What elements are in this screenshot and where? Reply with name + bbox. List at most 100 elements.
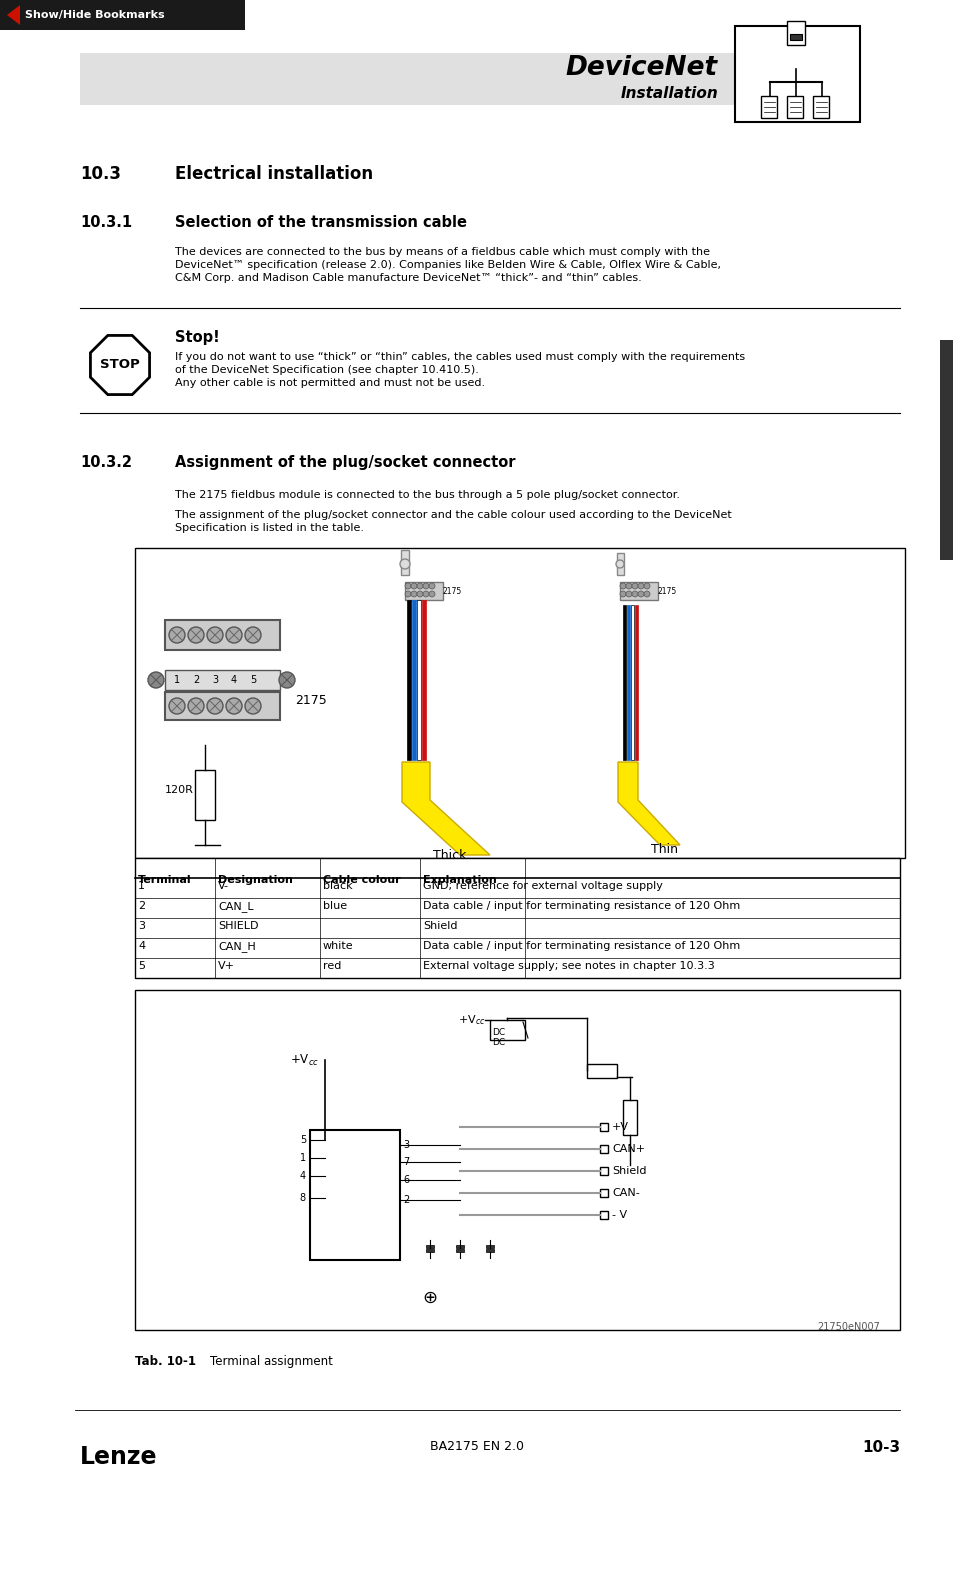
Text: 4: 4: [138, 942, 145, 951]
Bar: [135, 549, 904, 858]
Bar: [789, 35, 801, 39]
Bar: [599, 1122, 607, 1130]
Circle shape: [188, 627, 204, 643]
Bar: [407, 601, 411, 759]
Circle shape: [429, 591, 435, 597]
Text: DC: DC: [492, 1038, 504, 1047]
Bar: [622, 605, 625, 759]
Text: 1: 1: [299, 1152, 306, 1163]
Bar: [734, 27, 859, 123]
Text: 6: 6: [402, 1174, 409, 1185]
Text: 3: 3: [402, 1140, 409, 1151]
Bar: [622, 1100, 637, 1135]
Bar: [599, 1144, 607, 1152]
Text: 5: 5: [299, 1135, 306, 1144]
Text: 2175: 2175: [658, 588, 677, 596]
Text: blue: blue: [323, 901, 347, 912]
Text: +V$_{cc}$: +V$_{cc}$: [457, 1012, 484, 1027]
Bar: [416, 601, 420, 759]
Circle shape: [148, 671, 164, 689]
Circle shape: [638, 591, 643, 597]
Text: 2: 2: [138, 901, 145, 912]
Circle shape: [399, 560, 410, 569]
Text: CAN_L: CAN_L: [218, 901, 253, 912]
Bar: [165, 619, 280, 649]
Text: Data cable / input for terminating resistance of 120 Ohm: Data cable / input for terminating resis…: [422, 942, 740, 951]
Text: Lenze: Lenze: [80, 1445, 157, 1468]
Text: red: red: [323, 960, 341, 971]
Text: Shield: Shield: [612, 1166, 646, 1176]
Bar: [586, 1064, 617, 1078]
Text: 5: 5: [250, 674, 255, 685]
Bar: [0, 0, 245, 30]
Text: ⊕: ⊕: [422, 1289, 437, 1306]
Bar: [939, 340, 953, 560]
Text: 21750eN007: 21750eN007: [817, 1322, 879, 1331]
Circle shape: [631, 591, 638, 597]
Text: Data cable / input for terminating resistance of 120 Ohm: Data cable / input for terminating resis…: [422, 901, 740, 912]
Circle shape: [188, 698, 204, 714]
Polygon shape: [618, 762, 679, 846]
Text: 2175: 2175: [294, 693, 327, 706]
Text: SHIELD: SHIELD: [218, 921, 258, 931]
Circle shape: [207, 698, 223, 714]
Bar: [135, 858, 899, 978]
Bar: [426, 1245, 434, 1248]
Text: 4: 4: [299, 1171, 306, 1181]
Circle shape: [643, 591, 649, 597]
Text: 10-3: 10-3: [861, 1440, 899, 1456]
Circle shape: [278, 671, 294, 689]
Circle shape: [405, 583, 411, 590]
Text: +V$_{cc}$: +V$_{cc}$: [290, 1052, 318, 1067]
Bar: [165, 670, 280, 690]
Text: Electrical installation: Electrical installation: [174, 165, 373, 182]
Text: BA2175 EN 2.0: BA2175 EN 2.0: [430, 1440, 523, 1453]
Text: The devices are connected to the bus by means of a fieldbus cable which must com: The devices are connected to the bus by …: [174, 247, 720, 283]
Circle shape: [625, 583, 631, 590]
Text: The assignment of the plug/socket connector and the cable colour used according : The assignment of the plug/socket connec…: [174, 509, 731, 533]
Text: V-: V-: [218, 880, 229, 891]
Text: 7: 7: [402, 1157, 409, 1166]
Bar: [421, 601, 426, 759]
Text: STOP: STOP: [100, 358, 140, 371]
Bar: [635, 605, 638, 759]
Bar: [456, 1245, 463, 1248]
Text: CAN_H: CAN_H: [218, 942, 255, 953]
Bar: [599, 1166, 607, 1174]
Text: 1: 1: [173, 674, 180, 685]
Polygon shape: [91, 335, 150, 395]
Bar: [485, 1245, 494, 1248]
Text: 10.3: 10.3: [80, 165, 121, 182]
Circle shape: [616, 560, 623, 567]
Text: +V: +V: [612, 1122, 628, 1132]
Polygon shape: [7, 5, 20, 25]
Text: Designation: Designation: [218, 876, 293, 885]
Text: black: black: [323, 880, 353, 891]
Text: Shield: Shield: [422, 921, 457, 931]
Circle shape: [226, 627, 242, 643]
Bar: [456, 1250, 463, 1251]
Bar: [630, 605, 634, 759]
Text: Stop!: Stop!: [174, 330, 219, 344]
Text: 3: 3: [212, 674, 218, 685]
Circle shape: [625, 591, 631, 597]
Text: The 2175 fieldbus module is connected to the bus through a 5 pole plug/socket co: The 2175 fieldbus module is connected to…: [174, 490, 679, 500]
Circle shape: [411, 591, 416, 597]
Bar: [194, 770, 214, 821]
Circle shape: [226, 698, 242, 714]
Text: Assignment of the plug/socket connector: Assignment of the plug/socket connector: [174, 454, 515, 470]
Bar: [599, 1210, 607, 1218]
Text: 4: 4: [231, 674, 236, 685]
Text: Selection of the transmission cable: Selection of the transmission cable: [174, 215, 467, 230]
Bar: [412, 601, 416, 759]
Bar: [400, 550, 409, 575]
Text: 1: 1: [138, 880, 145, 891]
Circle shape: [169, 627, 185, 643]
Text: CAN+: CAN+: [612, 1144, 644, 1154]
Text: Thin: Thin: [651, 843, 678, 857]
Bar: [135, 990, 899, 1330]
Text: - V: - V: [612, 1210, 626, 1220]
Bar: [490, 1020, 524, 1041]
Text: Cable colour: Cable colour: [323, 876, 400, 885]
Text: Terminal assignment: Terminal assignment: [210, 1355, 333, 1368]
